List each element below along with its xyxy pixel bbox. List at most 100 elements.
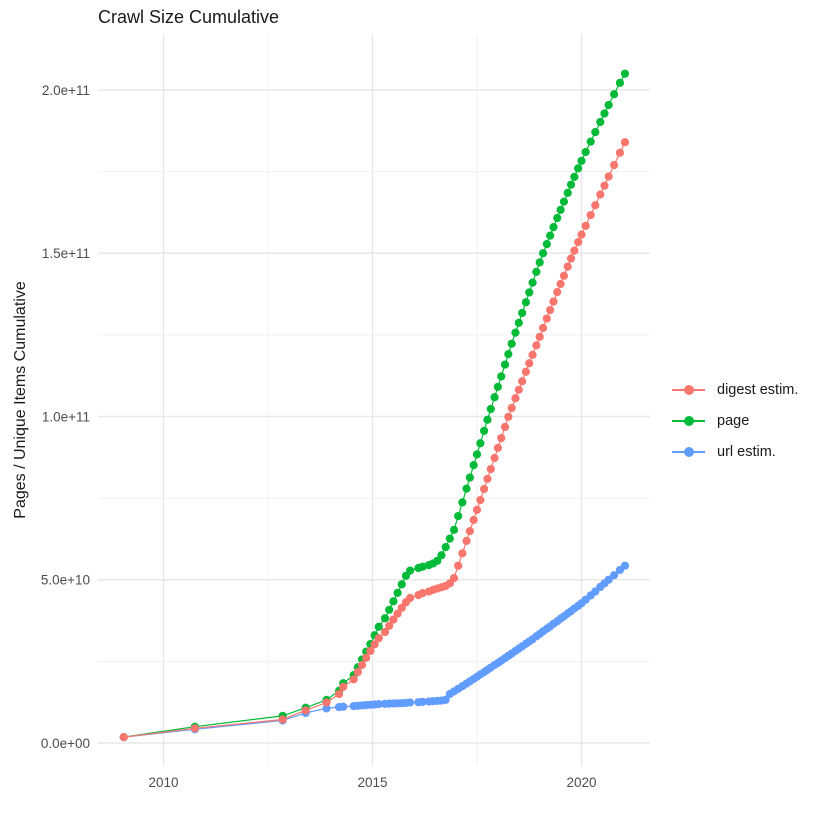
- data-point-digest-estim: [380, 627, 390, 637]
- data-point-page: [596, 117, 605, 127]
- data-point-url-estim: [604, 575, 613, 584]
- data-point-digest-estim: [574, 238, 583, 247]
- data-point-digest-estim: [472, 505, 482, 514]
- x-tick-label: 2015: [357, 775, 387, 790]
- legend-marker-icon: [672, 384, 705, 395]
- data-point-page: [486, 404, 495, 414]
- data-point-digest-estim: [190, 724, 199, 733]
- data-point-digest-estim: [349, 675, 358, 684]
- data-point-digest-estim: [604, 172, 613, 181]
- data-point-page: [600, 109, 609, 118]
- data-point-page: [581, 147, 590, 157]
- data-point-page: [454, 511, 463, 521]
- data-point-digest-estim: [334, 689, 344, 699]
- data-point-digest-estim: [556, 279, 565, 289]
- data-point-page: [511, 328, 520, 337]
- data-point-digest-estim: [393, 609, 402, 618]
- data-point-page: [500, 360, 510, 369]
- data-point-digest-estim: [339, 682, 348, 691]
- data-point-digest-estim: [493, 443, 502, 452]
- data-point-digest-estim: [538, 323, 548, 333]
- data-point-digest-estim: [615, 148, 625, 157]
- data-point-digest-estim: [454, 561, 463, 570]
- y-tick-label: 2.0e+11: [42, 83, 90, 98]
- data-point-digest-estim: [577, 230, 586, 239]
- data-point-page: [441, 543, 450, 552]
- data-point-page: [525, 288, 534, 297]
- data-point-page: [483, 415, 492, 424]
- data-point-page: [397, 580, 406, 589]
- y-tick-label: 0.0e+00: [41, 736, 90, 751]
- data-point-digest-estim: [480, 484, 489, 494]
- data-point-page: [586, 137, 595, 146]
- chart-title: Crawl Size Cumulative: [98, 7, 280, 27]
- data-point-digest-estim: [559, 271, 569, 280]
- data-point-digest-estim: [469, 515, 478, 525]
- data-point-page: [449, 525, 459, 534]
- legend-label: digest estim.: [717, 381, 799, 398]
- legend-key-dot: [684, 446, 694, 457]
- data-point-digest-estim: [535, 332, 544, 341]
- data-point-digest-estim: [497, 433, 506, 443]
- data-point-digest-estim: [566, 254, 576, 263]
- data-point-digest-estim: [301, 706, 310, 715]
- data-point-digest-estim: [570, 246, 579, 255]
- legend-item-page: page: [672, 405, 798, 436]
- data-point-page: [556, 205, 565, 214]
- data-point-digest-estim: [406, 593, 415, 603]
- data-point-page: [380, 614, 390, 623]
- data-point-digest-estim: [532, 341, 541, 350]
- data-point-digest-estim: [322, 698, 331, 707]
- data-point-page: [574, 164, 583, 173]
- data-point-digest-estim: [389, 615, 398, 624]
- data-point-digest-estim: [362, 653, 371, 662]
- data-point-digest-estim: [600, 181, 609, 190]
- data-point-digest-estim: [542, 314, 551, 323]
- data-point-digest-estim: [596, 190, 605, 199]
- series-page: [119, 69, 630, 742]
- data-point-digest-estim: [458, 549, 467, 558]
- data-point-digest-estim: [563, 262, 572, 271]
- data-point-page: [591, 128, 600, 137]
- legend: digest estim. page url estim.: [672, 374, 798, 467]
- legend-marker-icon: [672, 446, 705, 457]
- data-point-page: [538, 249, 548, 258]
- data-point-digest-estim: [465, 527, 474, 536]
- legend-label: page: [717, 412, 750, 429]
- data-point-page: [493, 382, 502, 391]
- data-point-url-estim: [418, 697, 427, 706]
- data-point-page: [546, 231, 555, 240]
- data-point-digest-estim: [504, 412, 513, 421]
- legend-label: url estim.: [717, 443, 776, 460]
- data-point-page: [542, 240, 551, 249]
- data-point-digest-estim: [483, 474, 492, 483]
- data-point-page: [559, 197, 569, 206]
- data-point-digest-estim: [490, 453, 499, 463]
- data-point-digest-estim: [278, 715, 287, 724]
- data-point-page: [465, 473, 474, 482]
- y-tick-label: 1.0e+11: [42, 409, 90, 424]
- data-point-digest-estim: [511, 394, 520, 403]
- data-point-digest-estim: [449, 574, 459, 583]
- data-point-digest-estim: [528, 350, 537, 359]
- data-point-digest-estim: [553, 288, 562, 297]
- data-point-page: [532, 267, 541, 276]
- data-point-page: [615, 78, 625, 87]
- data-point-digest-estim: [525, 359, 534, 368]
- data-point-digest-estim: [549, 297, 558, 306]
- data-point-digest-estim: [486, 464, 495, 474]
- data-point-page: [393, 588, 402, 597]
- legend-marker-icon: [672, 415, 705, 426]
- data-point-page: [535, 258, 544, 267]
- data-point-page: [566, 180, 576, 189]
- data-point-digest-estim: [370, 640, 379, 649]
- data-point-url-estim: [339, 702, 348, 711]
- data-point-page: [469, 461, 478, 470]
- data-point-page: [553, 213, 562, 223]
- data-point-page: [507, 339, 516, 348]
- data-point-page: [437, 551, 446, 560]
- data-point-page: [389, 597, 398, 606]
- data-point-digest-estim: [462, 536, 471, 545]
- data-point-page: [504, 350, 513, 359]
